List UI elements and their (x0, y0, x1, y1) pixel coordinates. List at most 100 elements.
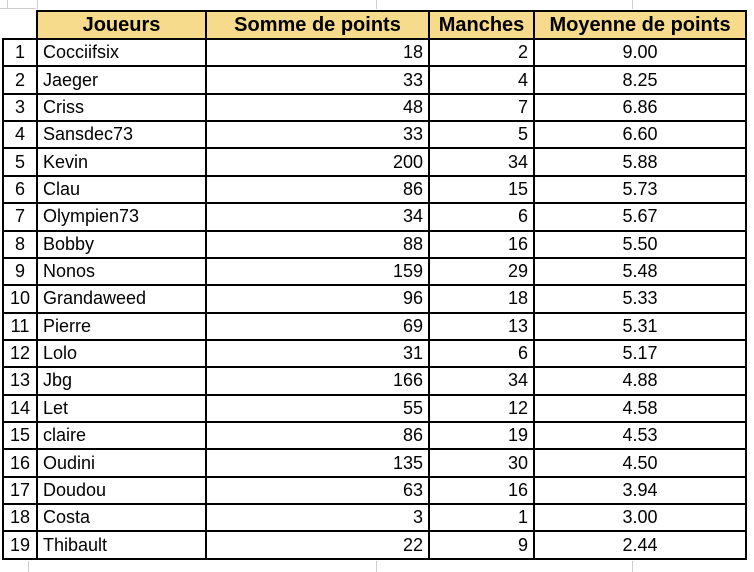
header-row: Joueurs Somme de points Manches Moyenne … (3, 10, 747, 40)
rounds-cell[interactable]: 6 (428, 338, 535, 369)
points-sum-cell[interactable]: 69 (205, 311, 430, 341)
rounds-cell[interactable]: 13 (428, 311, 535, 341)
row-number-cell[interactable]: 9 (2, 256, 38, 287)
rounds-cell[interactable]: 19 (428, 421, 535, 451)
points-sum-cell[interactable]: 86 (205, 421, 430, 451)
rounds-cell[interactable]: 5 (428, 120, 535, 150)
points-sum-cell[interactable]: 31 (205, 338, 430, 369)
rounds-cell[interactable]: 34 (428, 147, 535, 177)
player-name-cell[interactable]: Sansdec73 (36, 120, 207, 150)
average-cell[interactable]: 5.31 (533, 311, 747, 341)
average-cell[interactable]: 4.50 (533, 448, 747, 478)
player-name-cell[interactable]: Jaeger (36, 65, 207, 95)
rounds-cell[interactable]: 7 (428, 92, 535, 123)
row-number-cell[interactable]: 15 (2, 421, 38, 451)
average-cell[interactable]: 5.88 (533, 147, 747, 177)
player-name-cell[interactable]: Jbg (36, 366, 207, 396)
player-name-cell[interactable]: Olympien73 (36, 202, 207, 232)
average-cell[interactable]: 8.25 (533, 65, 747, 95)
row-number-cell[interactable]: 5 (2, 147, 38, 177)
player-name-cell[interactable]: Bobby (36, 229, 207, 259)
player-name-cell[interactable]: Lolo (36, 338, 207, 369)
row-number-cell[interactable]: 7 (2, 202, 38, 232)
row-number-cell[interactable]: 12 (2, 338, 38, 369)
average-cell[interactable]: 5.50 (533, 229, 747, 259)
row-number-cell[interactable]: 1 (2, 37, 38, 68)
player-name-cell[interactable]: Pierre (36, 311, 207, 341)
rounds-cell[interactable]: 12 (428, 393, 535, 424)
points-sum-cell[interactable]: 86 (205, 174, 430, 205)
row-number-cell[interactable]: 3 (2, 92, 38, 123)
column-header-joueurs[interactable]: Joueurs (36, 10, 207, 40)
average-cell[interactable]: 4.53 (533, 421, 747, 451)
rounds-cell[interactable]: 4 (428, 65, 535, 95)
column-header-manches[interactable]: Manches (428, 10, 535, 40)
row-number-cell[interactable]: 13 (2, 366, 38, 396)
player-name-cell[interactable]: Costa (36, 503, 207, 533)
average-cell[interactable]: 5.48 (533, 256, 747, 287)
average-cell[interactable]: 5.17 (533, 338, 747, 369)
average-cell[interactable]: 3.00 (533, 503, 747, 533)
row-number-cell[interactable]: 16 (2, 448, 38, 478)
average-cell[interactable]: 4.58 (533, 393, 747, 424)
rounds-cell[interactable]: 16 (428, 229, 535, 259)
column-header-moyenne-de-points[interactable]: Moyenne de points (533, 10, 747, 40)
points-sum-cell[interactable]: 33 (205, 120, 430, 150)
player-name-cell[interactable]: Cocciifsix (36, 37, 207, 68)
row-number-cell[interactable]: 14 (2, 393, 38, 424)
rounds-cell[interactable]: 34 (428, 366, 535, 396)
average-cell[interactable]: 3.94 (533, 475, 747, 506)
rounds-cell[interactable]: 6 (428, 202, 535, 232)
player-name-cell[interactable]: Doudou (36, 475, 207, 506)
average-cell[interactable]: 5.73 (533, 174, 747, 205)
points-sum-cell[interactable]: 159 (205, 256, 430, 287)
player-name-cell[interactable]: Kevin (36, 147, 207, 177)
player-name-cell[interactable]: Nonos (36, 256, 207, 287)
player-name-cell[interactable]: Grandaweed (36, 284, 207, 314)
average-cell[interactable]: 6.60 (533, 120, 747, 150)
points-sum-cell[interactable]: 96 (205, 284, 430, 314)
points-sum-cell[interactable]: 135 (205, 448, 430, 478)
average-cell[interactable]: 6.86 (533, 92, 747, 123)
row-number-cell[interactable]: 18 (2, 503, 38, 533)
row-number-cell[interactable]: 17 (2, 475, 38, 506)
rounds-cell[interactable]: 1 (428, 503, 535, 533)
rounds-cell[interactable]: 15 (428, 174, 535, 205)
average-cell[interactable]: 5.67 (533, 202, 747, 232)
points-sum-cell[interactable]: 88 (205, 229, 430, 259)
player-name-cell[interactable]: claire (36, 421, 207, 451)
rounds-cell[interactable]: 29 (428, 256, 535, 287)
rounds-cell[interactable]: 2 (428, 37, 535, 68)
average-cell[interactable]: 9.00 (533, 37, 747, 68)
points-sum-cell[interactable]: 33 (205, 65, 430, 95)
points-sum-cell[interactable]: 63 (205, 475, 430, 506)
rounds-cell[interactable]: 30 (428, 448, 535, 478)
rounds-cell[interactable]: 16 (428, 475, 535, 506)
player-name-cell[interactable]: Thibault (36, 530, 207, 560)
row-number-cell[interactable]: 11 (2, 311, 38, 341)
average-cell[interactable]: 5.33 (533, 284, 747, 314)
points-sum-cell[interactable]: 3 (205, 503, 430, 533)
points-sum-cell[interactable]: 55 (205, 393, 430, 424)
row-number-cell[interactable]: 2 (2, 65, 38, 95)
points-sum-cell[interactable]: 48 (205, 92, 430, 123)
rounds-cell[interactable]: 18 (428, 284, 535, 314)
player-name-cell[interactable]: Oudini (36, 448, 207, 478)
points-sum-cell[interactable]: 200 (205, 147, 430, 177)
average-cell[interactable]: 2.44 (533, 530, 747, 560)
player-name-cell[interactable]: Criss (36, 92, 207, 123)
player-name-cell[interactable]: Clau (36, 174, 207, 205)
points-sum-cell[interactable]: 34 (205, 202, 430, 232)
row-number-cell[interactable]: 4 (2, 120, 38, 150)
points-sum-cell[interactable]: 18 (205, 37, 430, 68)
points-sum-cell[interactable]: 166 (205, 366, 430, 396)
points-sum-cell[interactable]: 22 (205, 530, 430, 560)
rounds-cell[interactable]: 9 (428, 530, 535, 560)
row-number-cell[interactable]: 19 (2, 530, 38, 560)
column-header-somme-de-points[interactable]: Somme de points (205, 10, 430, 40)
row-number-cell[interactable]: 8 (2, 229, 38, 259)
row-number-cell[interactable]: 10 (2, 284, 38, 314)
average-cell[interactable]: 4.88 (533, 366, 747, 396)
row-number-cell[interactable]: 6 (2, 174, 38, 205)
player-name-cell[interactable]: Let (36, 393, 207, 424)
